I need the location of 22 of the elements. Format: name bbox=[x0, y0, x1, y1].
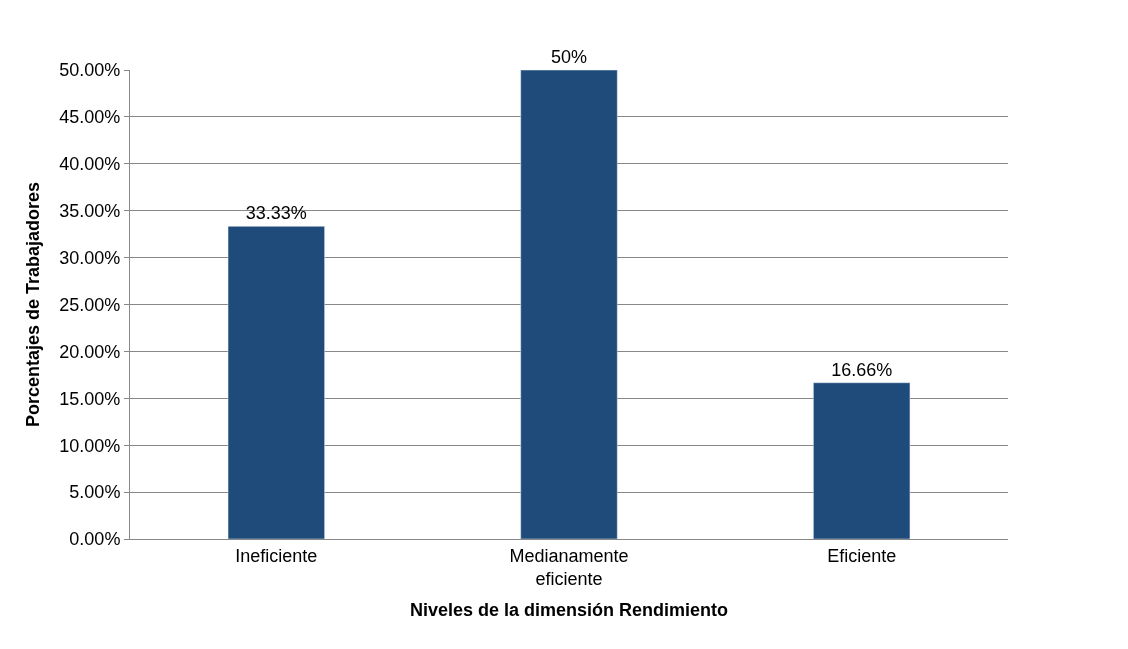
y-tick-label: 50.00% bbox=[59, 60, 121, 81]
bar bbox=[813, 382, 911, 539]
y-tick-label: 15.00% bbox=[59, 388, 121, 409]
y-tick-label: 0.00% bbox=[69, 529, 121, 550]
data-label: 50% bbox=[550, 47, 588, 67]
x-tick-label: Eficiente bbox=[827, 545, 897, 566]
bar bbox=[227, 226, 325, 539]
y-tick-label: 30.00% bbox=[59, 247, 121, 268]
data-label: 16.66% bbox=[831, 359, 893, 380]
y-tick-label: 25.00% bbox=[59, 294, 121, 315]
data-label: 33.33% bbox=[245, 203, 307, 224]
x-tick-label: Ineficiente bbox=[235, 545, 318, 566]
y-tick-label: 5.00% bbox=[69, 482, 121, 503]
y-tick-label: 10.00% bbox=[59, 435, 121, 456]
y-tick-label: 45.00% bbox=[59, 107, 121, 128]
y-tick-label: 35.00% bbox=[59, 201, 121, 221]
bar bbox=[520, 70, 618, 539]
y-tick-label: 20.00% bbox=[59, 341, 121, 362]
x-axis-title: Niveles de la dimensión Rendimiento bbox=[409, 600, 729, 621]
x-tick-label: Medianamente eficiente bbox=[509, 545, 629, 589]
y-axis-title: Porcentajes de Trabajadores bbox=[22, 181, 43, 428]
y-tick-label: 40.00% bbox=[59, 154, 121, 175]
